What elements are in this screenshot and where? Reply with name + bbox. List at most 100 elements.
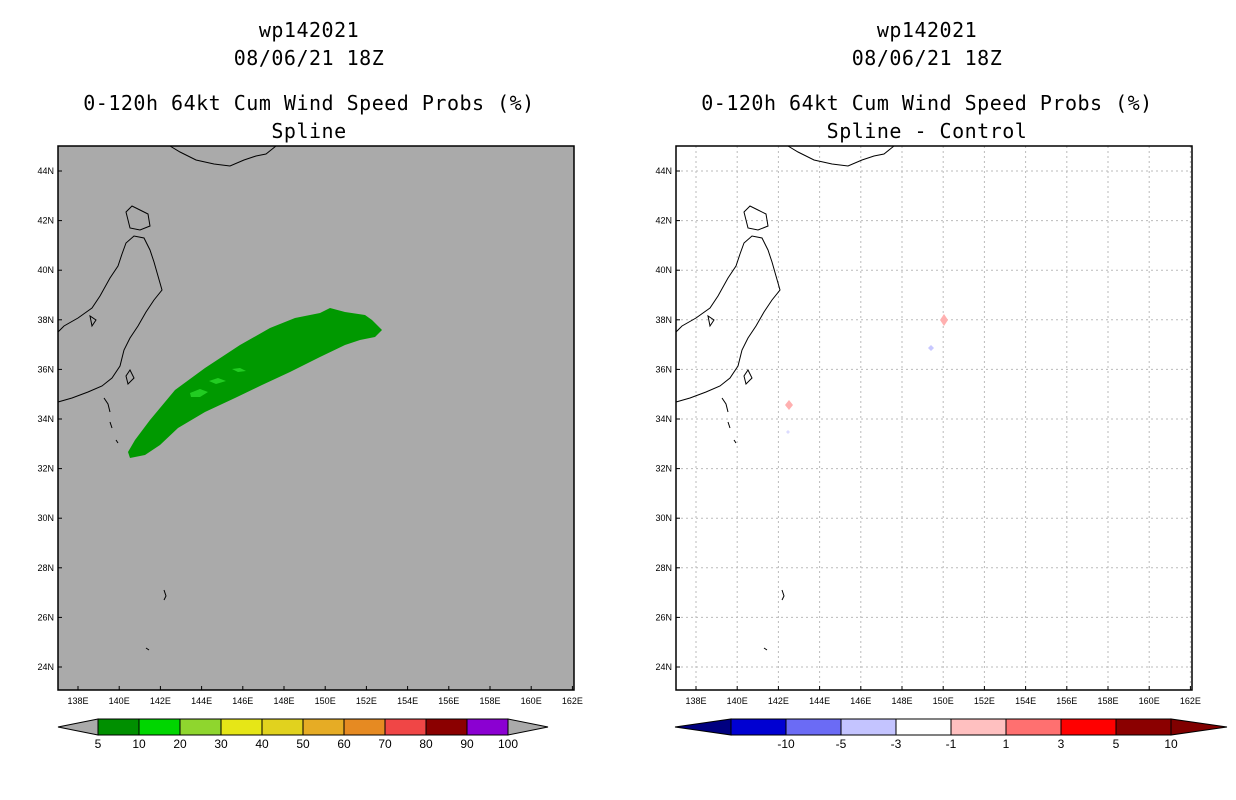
diff-blob-b [928, 345, 934, 351]
lat-label: 26N [37, 612, 54, 622]
right-title-product: 0-120h 64kt Cum Wind Speed Probs (%) [701, 91, 1153, 115]
colorbar-label: 90 [460, 737, 474, 751]
left-coastlines [57, 145, 277, 651]
left-lon-labels: 138E 140E 142E 144E 146E 148E 150E 152E 154E 156E… [67, 686, 583, 706]
lon-label: 150E [315, 696, 336, 706]
colorbar-label: -5 [836, 737, 847, 751]
colorbar-left-arrow [57, 718, 99, 736]
colorbar-swatch [840, 718, 897, 736]
colorbar-label: 5 [95, 737, 102, 751]
diff-blob-a [940, 314, 948, 326]
lat-label: 24N [37, 662, 54, 672]
left-map-frame [57, 145, 575, 691]
right-lon-labels: 138E 140E 142E 144E 146E 148E 150E 152E 154E 156E… [685, 686, 1201, 706]
colorbar-swatch [425, 718, 468, 736]
colorbar-swatch [138, 718, 181, 736]
lat-label: 36N [655, 364, 672, 374]
colorbar-swatch [220, 718, 263, 736]
colorbar-label: 40 [255, 737, 269, 751]
colorbar-swatch [302, 718, 345, 736]
colorbar-swatch [97, 718, 140, 736]
lat-label: 34N [655, 414, 672, 424]
lat-label: 42N [655, 216, 672, 226]
lat-label: 26N [655, 612, 672, 622]
lon-label: 138E [685, 696, 706, 706]
lon-label: 148E [891, 696, 912, 706]
lon-label: 162E [562, 696, 583, 706]
lon-label: 156E [1056, 696, 1077, 706]
lon-label: 158E [479, 696, 500, 706]
right-map-background [676, 146, 1192, 690]
lat-label: 24N [655, 662, 672, 672]
left-title-product: 0-120h 64kt Cum Wind Speed Probs (%) [83, 91, 535, 115]
colorbar-swatch [1060, 718, 1117, 736]
colorbar-swatch [343, 718, 386, 736]
lat-label: 38N [37, 315, 54, 325]
lon-label: 148E [273, 696, 294, 706]
lat-label: 28N [655, 563, 672, 573]
colorbar-swatch [466, 718, 509, 736]
left-lat-labels: 44N 42N 40N 38N 36N 34N 32N 30N 28N 26N 24N [37, 166, 62, 672]
colorbar-label: 10 [1164, 737, 1178, 751]
lon-label: 162E [1180, 696, 1201, 706]
colorbar-label: 100 [498, 737, 518, 751]
colorbar-label: 80 [419, 737, 433, 751]
lon-label: 152E [974, 696, 995, 706]
prob-swath-10b [209, 378, 226, 384]
colorbar-label: -1 [946, 737, 957, 751]
diff-blob-d [786, 430, 790, 434]
lon-label: 144E [809, 696, 830, 706]
colorbar-label: 70 [378, 737, 392, 751]
lon-label: 140E [727, 696, 748, 706]
colorbar-label: 30 [214, 737, 228, 751]
lon-label: 160E [521, 696, 542, 706]
colorbar-swatch [895, 718, 952, 736]
prob-swath-5 [128, 308, 382, 458]
lat-label: 30N [37, 513, 54, 523]
right-panel: wp142021 08/06/21 18Z 0-120h 64kt Cum Wi… [618, 0, 1236, 800]
lon-label: 146E [850, 696, 871, 706]
lon-label: 144E [191, 696, 212, 706]
colorbar-high-arrow [1170, 718, 1228, 736]
right-coastlines [675, 145, 895, 651]
right-title-storm: wp142021 [876, 18, 978, 42]
colorbar-label: -3 [891, 737, 902, 751]
right-gridlines [676, 146, 1192, 690]
colorbar-label: -10 [777, 737, 795, 751]
colorbar-low-arrow [674, 718, 732, 736]
lat-label: 36N [37, 364, 54, 374]
lat-label: 40N [655, 265, 672, 275]
left-colorbar: 5 10 20 30 40 50 60 70 80 90 100 [57, 718, 549, 751]
colorbar-label: 5 [1113, 737, 1120, 751]
colorbar-swatch [1115, 718, 1172, 736]
left-map: 44N 42N 40N 38N 36N 34N 32N 30N 28N 26N 24N 138E 14… [37, 145, 583, 751]
right-title-date: 08/06/21 18Z [851, 46, 1003, 70]
right-lat-labels: 44N 42N 40N 38N 36N 34N 32N 30N 28N 26N 24N [655, 166, 680, 672]
colorbar-swatch [179, 718, 222, 736]
lat-label: 44N [655, 166, 672, 176]
colorbar-label: 60 [337, 737, 351, 751]
lat-label: 32N [655, 464, 672, 474]
colorbar-swatch [384, 718, 427, 736]
lon-label: 160E [1139, 696, 1160, 706]
lat-label: 40N [37, 265, 54, 275]
colorbar-label: 20 [173, 737, 187, 751]
lon-label: 138E [67, 696, 88, 706]
lon-label: 154E [397, 696, 418, 706]
lat-label: 34N [37, 414, 54, 424]
colorbar-label: 1 [1003, 737, 1010, 751]
colorbar-swatch [950, 718, 1007, 736]
lon-label: 142E [150, 696, 171, 706]
prob-swath-10a [190, 389, 208, 397]
lon-label: 140E [109, 696, 130, 706]
colorbar-right-arrow [507, 718, 549, 736]
lat-label: 38N [655, 315, 672, 325]
lon-label: 146E [232, 696, 253, 706]
lon-label: 150E [933, 696, 954, 706]
right-title-method: Spline - Control [826, 119, 1028, 143]
lat-label: 32N [37, 464, 54, 474]
lon-label: 154E [1015, 696, 1036, 706]
colorbar-label: 50 [296, 737, 310, 751]
colorbar-swatch [785, 718, 842, 736]
